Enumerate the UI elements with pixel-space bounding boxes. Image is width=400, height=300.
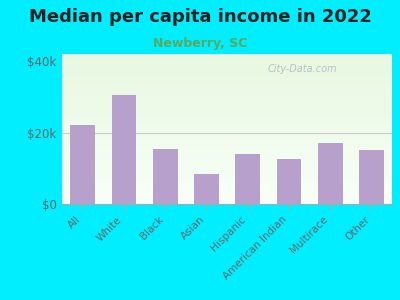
Bar: [235, 154, 260, 204]
Bar: [112, 95, 136, 204]
Bar: [276, 159, 301, 204]
Bar: [194, 174, 219, 204]
Text: Median per capita income in 2022: Median per capita income in 2022: [28, 8, 372, 26]
Bar: [153, 148, 178, 204]
Text: City-Data.com: City-Data.com: [268, 64, 338, 74]
Bar: [70, 125, 95, 204]
Bar: [359, 150, 384, 204]
Bar: [318, 143, 342, 204]
Text: Newberry, SC: Newberry, SC: [153, 38, 247, 50]
